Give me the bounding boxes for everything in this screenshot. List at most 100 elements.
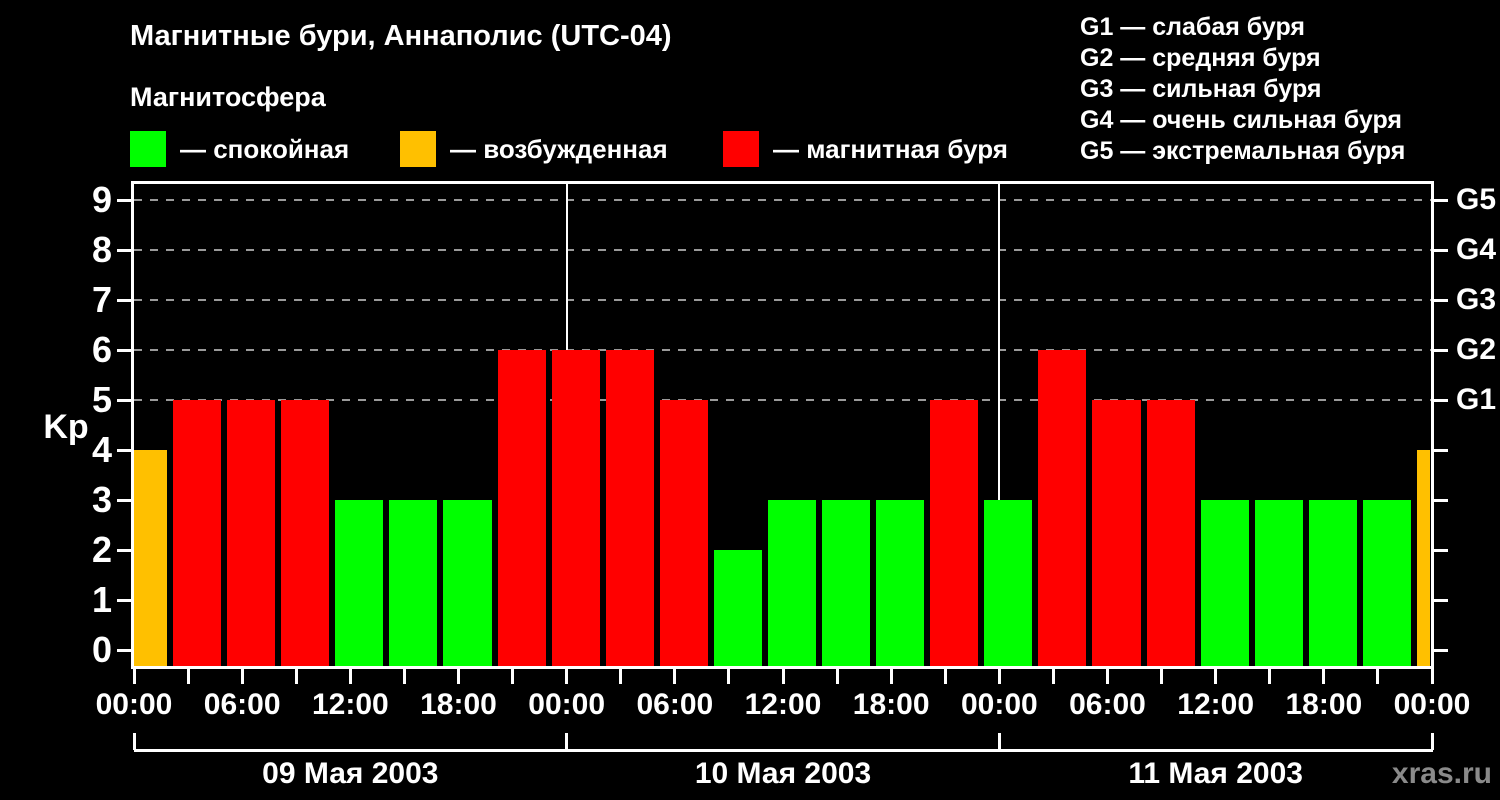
x-axis-tick: [240, 669, 244, 684]
x-axis-tick: [1322, 669, 1326, 684]
kp-bar: [389, 500, 438, 666]
legend-label-calm: — спокойная: [180, 133, 350, 164]
x-axis-tick: [565, 669, 569, 684]
date-bracket-tick: [132, 733, 136, 750]
g-scale-label-g5: G5: [1456, 183, 1497, 216]
kp-bar: [1308, 500, 1357, 666]
kp-bar: [335, 500, 384, 666]
gridline-kp8: [134, 249, 1432, 251]
x-axis-tick: [997, 669, 1001, 684]
gridline-kp5: [134, 399, 1432, 401]
y-axis-title: Kp: [43, 408, 89, 446]
kp-bar: [281, 400, 330, 666]
kp-bar: [984, 500, 1033, 666]
y-axis-tick: [117, 498, 131, 502]
gridline-kp6: [134, 349, 1432, 351]
x-axis-tick: [673, 669, 677, 684]
y-axis-tick: [117, 248, 131, 252]
y-axis-tick-right: [1434, 198, 1448, 202]
x-axis-tick: [781, 669, 785, 684]
storm-color-swatch: [723, 131, 759, 167]
y-axis-tick: [117, 398, 131, 402]
x-axis-label: 18:00: [420, 688, 497, 721]
kp-bar: [497, 350, 546, 666]
y-axis-tick-right: [1434, 398, 1448, 402]
y-axis-label: 4: [91, 429, 112, 470]
watermark: xras.ru: [1391, 757, 1492, 790]
x-axis-tick: [1430, 669, 1434, 684]
excited-color-swatch: [400, 131, 436, 167]
kp-bar: [173, 400, 222, 666]
x-axis-tick: [1160, 669, 1164, 684]
y-axis-tick: [117, 648, 131, 652]
date-label-2: 10 Мая 2003: [694, 757, 872, 790]
calm-color-swatch: [130, 131, 166, 167]
y-axis-label: 0: [91, 629, 112, 670]
x-axis-label: 06:00: [1069, 688, 1146, 721]
y-axis-tick: [117, 348, 131, 352]
x-axis-tick: [511, 669, 515, 684]
kp-bar: [659, 400, 708, 666]
storm-scale-legend: G1 — слабая буря G2 — средняя буря G3 — …: [1080, 12, 1405, 167]
g-scale-label-g1: G1: [1456, 383, 1497, 416]
y-axis-tick-right: [1434, 598, 1448, 602]
y-axis-label: 5: [91, 379, 112, 420]
storm-scale-g4: G4 — очень сильная буря: [1080, 106, 1402, 134]
x-axis-label: 00:00: [95, 688, 173, 721]
kp-bar: [713, 550, 762, 666]
x-axis-label: 12:00: [1177, 688, 1255, 721]
x-axis-tick: [1106, 669, 1109, 684]
x-axis-tick: [835, 669, 839, 684]
kp-bar: [767, 500, 817, 666]
kp-bar: [876, 500, 925, 666]
gridline-kp9: [134, 199, 1432, 201]
kp-bar: [1038, 350, 1087, 666]
x-axis-label: 00:00: [960, 688, 1038, 721]
x-axis-tick: [889, 669, 893, 684]
legend-item-storm: — магнитная буря: [723, 131, 1008, 167]
y-axis-tick-right: [1434, 548, 1448, 552]
date-bracket-tick: [997, 733, 1001, 750]
y-axis-tick: [117, 598, 131, 602]
kp-bar: [1200, 500, 1249, 666]
kp-bar: [822, 500, 871, 666]
x-axis-tick: [132, 669, 136, 684]
kp-bar: [1362, 500, 1411, 666]
legend-label-storm: — магнитная буря: [773, 133, 1008, 164]
x-axis-tick: [294, 669, 298, 684]
x-axis-tick: [1051, 669, 1055, 684]
y-axis-tick-right: [1434, 498, 1448, 502]
x-axis-label: 06:00: [203, 688, 281, 721]
x-axis-tick: [402, 669, 406, 684]
y-axis-tick: [117, 448, 131, 452]
date-bracket: [134, 749, 1433, 752]
x-axis-tick: [348, 669, 352, 684]
kp-bar: [443, 500, 492, 666]
x-axis-label: 00:00: [1393, 688, 1471, 721]
x-axis-tick: [1214, 669, 1218, 684]
y-axis-tick: [117, 548, 131, 552]
y-axis-label: 3: [91, 479, 112, 520]
y-axis-tick-right: [1434, 348, 1448, 352]
y-axis-tick: [117, 198, 131, 202]
legend-item-excited: — возбужденная: [400, 131, 668, 167]
y-axis-tick-right: [1434, 448, 1448, 452]
date-bracket-tick: [565, 733, 569, 750]
kp-bar: [134, 450, 168, 666]
y-axis-tick-right: [1434, 648, 1448, 652]
y-axis-label: 2: [91, 529, 112, 570]
chart-subtitle: Магнитосфера: [130, 82, 326, 112]
x-axis-tick: [1268, 669, 1272, 684]
kp-bar: [227, 400, 276, 666]
x-axis-label: 12:00: [311, 688, 389, 721]
x-axis-tick: [457, 669, 460, 684]
day-boundary-line: [998, 184, 1001, 666]
y-axis-label: 7: [91, 279, 112, 320]
g-scale-label-g3: G3: [1456, 283, 1497, 316]
x-axis-tick: [186, 669, 190, 684]
storm-scale-g5: G5 — экстремальная буря: [1080, 137, 1406, 165]
g-scale-label-g4: G4: [1456, 233, 1497, 266]
legend-item-calm: — спокойная: [130, 131, 349, 167]
gridline-kp7: [134, 299, 1432, 301]
x-axis-label: 06:00: [636, 688, 714, 721]
